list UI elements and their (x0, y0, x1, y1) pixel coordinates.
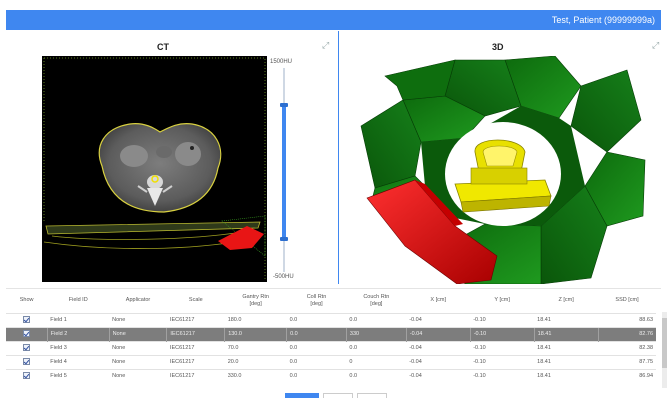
col-header-show[interactable]: Show (19, 297, 34, 304)
scale-cell: IEC61217 (166, 326, 225, 341)
show-checkbox[interactable] (23, 315, 31, 323)
table-row[interactable]: Field 3 None IEC61217 70.0 0.0 0.0 -0.04 -0.10 1… (6, 340, 656, 355)
y-cm-cell: -0.10 (470, 312, 535, 327)
x-cm-cell: -0.04 (406, 340, 471, 355)
table-row[interactable]: Field 5 None IEC61217 330.0 0.0 0.0 -0.04 -0.10… (6, 368, 656, 383)
header-bar: Test, Patient (99999999a) (6, 10, 661, 30)
ssd-cm-cell: 88.63 (598, 312, 656, 327)
view3d-viewport[interactable] (345, 56, 655, 284)
panel-divider (338, 31, 339, 284)
show-checkbox[interactable] (23, 357, 31, 365)
gantry-rtn-cell: 180.0 (224, 312, 287, 327)
pager-button-active[interactable] (285, 393, 319, 398)
field-id-cell: Field 1 (47, 312, 110, 327)
view3d-panel-title: 3D (492, 42, 504, 52)
ssd-cm-cell: 82.38 (598, 340, 656, 355)
scale-cell: IEC61217 (166, 354, 225, 369)
table-row[interactable]: Field 1 None IEC61217 180.0 0.0 0.0 -0.04 -0.10… (6, 312, 656, 327)
z-cm-cell: 18.41 (534, 312, 599, 327)
z-cm-cell: 18.41 (533, 326, 599, 341)
col-header-field-id[interactable]: Field ID (68, 297, 88, 304)
col-header-couch[interactable]: Couch Rtn [deg] (363, 293, 390, 307)
scale-cell: IEC61217 (166, 340, 225, 355)
ct-image (43, 57, 266, 280)
z-cm-cell: 18.41 (534, 368, 599, 383)
show-cell (6, 326, 48, 341)
ct-viewport[interactable] (42, 56, 267, 282)
applicator-cell: None (109, 312, 167, 327)
y-cm-cell: -0.10 (469, 326, 535, 341)
ct-panel-title: CT (157, 42, 169, 52)
window-lower-thumb[interactable] (280, 237, 288, 242)
z-cm-cell: 18.41 (534, 340, 599, 355)
x-cm-cell: -0.04 (406, 368, 471, 383)
ssd-cm-cell: 86.94 (598, 368, 656, 383)
window-min-label: -500HU (273, 274, 294, 280)
show-checkbox[interactable] (22, 329, 30, 337)
col-header-scale[interactable]: Scale (188, 297, 203, 304)
x-cm-cell: -0.04 (406, 312, 471, 327)
col-header-x[interactable]: X [cm] (430, 297, 446, 304)
table-header-row: Show Field ID Applicator Scale Gantry Rt… (6, 289, 656, 313)
gantry-rtn-cell: 330.0 (224, 368, 287, 383)
coll-rtn-cell: 0.0 (286, 312, 347, 327)
table-scroll-thumb[interactable] (662, 318, 667, 368)
gantry-3d-render (360, 56, 646, 284)
col-header-z[interactable]: Z [cm] (558, 297, 574, 304)
expand-3d-icon[interactable]: ⤢ (652, 40, 660, 50)
table-row[interactable]: Field 4 None IEC61217 20.0 0.0 0 -0.04 -0.10 18.… (6, 354, 656, 369)
scale-cell: IEC61217 (166, 368, 225, 383)
scale-cell: IEC61217 (166, 312, 225, 327)
field-id-cell: Field 4 (47, 354, 110, 369)
col-header-y[interactable]: Y [cm] (494, 297, 510, 304)
ssd-cm-cell: 87.75 (598, 354, 656, 369)
y-cm-cell: -0.10 (470, 340, 535, 355)
show-cell (6, 368, 48, 383)
coll-rtn-cell: 0.0 (286, 326, 347, 341)
y-cm-cell: -0.10 (470, 368, 535, 383)
x-cm-cell: -0.04 (405, 326, 471, 341)
pager-button[interactable] (323, 393, 353, 398)
window-upper-thumb[interactable] (280, 102, 288, 107)
x-cm-cell: -0.04 (406, 354, 471, 369)
applicator-cell: None (109, 368, 167, 383)
applicator-cell: None (109, 340, 167, 355)
couch-rtn-cell: 0 (346, 354, 407, 369)
coll-rtn-cell: 0.0 (286, 340, 347, 355)
col-header-gantry[interactable]: Gantry Rtn [deg] (242, 293, 269, 307)
couch-rtn-cell: 0.0 (346, 368, 407, 383)
couch-rtn-cell: 330 (345, 326, 407, 341)
show-checkbox[interactable] (23, 371, 31, 379)
coll-rtn-cell: 0.0 (286, 368, 347, 383)
window-max-label: 1500HU (270, 59, 293, 65)
window-slider-range (282, 104, 286, 240)
field-id-cell: Field 2 (46, 326, 110, 341)
show-checkbox[interactable] (23, 343, 31, 351)
expand-ct-icon[interactable]: ⤢ (322, 40, 330, 50)
pager-button[interactable] (357, 393, 387, 398)
couch-rtn-cell: 0.0 (346, 340, 407, 355)
show-cell (6, 312, 48, 327)
y-cm-cell: -0.10 (470, 354, 535, 369)
field-table: Show Field ID Applicator Scale Gantry Rt… (6, 288, 661, 388)
couch-rtn-cell: 0.0 (346, 312, 407, 327)
col-header-applicator[interactable]: Applicator (125, 297, 151, 304)
gantry-rtn-cell: 70.0 (224, 340, 287, 355)
patient-label: Test, Patient (99999999a) (551, 15, 655, 25)
table-row[interactable]: Field 2 None IEC61217 130.0 0.0 330 -0.04 -0.10… (6, 326, 656, 341)
gantry-rtn-cell: 130.0 (224, 326, 287, 341)
gantry-rtn-cell: 20.0 (224, 354, 287, 369)
applicator-cell: None (109, 354, 167, 369)
col-header-coll[interactable]: Coll Rtn [deg] (306, 293, 327, 307)
col-header-ssd[interactable]: SSD [cm] (615, 297, 639, 304)
field-id-cell: Field 5 (47, 368, 110, 383)
applicator-cell: None (108, 326, 167, 341)
show-cell (6, 354, 48, 369)
z-cm-cell: 18.41 (534, 354, 599, 369)
coll-rtn-cell: 0.0 (286, 354, 347, 369)
ssd-cm-cell: 82.76 (597, 326, 656, 341)
field-id-cell: Field 3 (47, 340, 110, 355)
show-cell (6, 340, 48, 355)
